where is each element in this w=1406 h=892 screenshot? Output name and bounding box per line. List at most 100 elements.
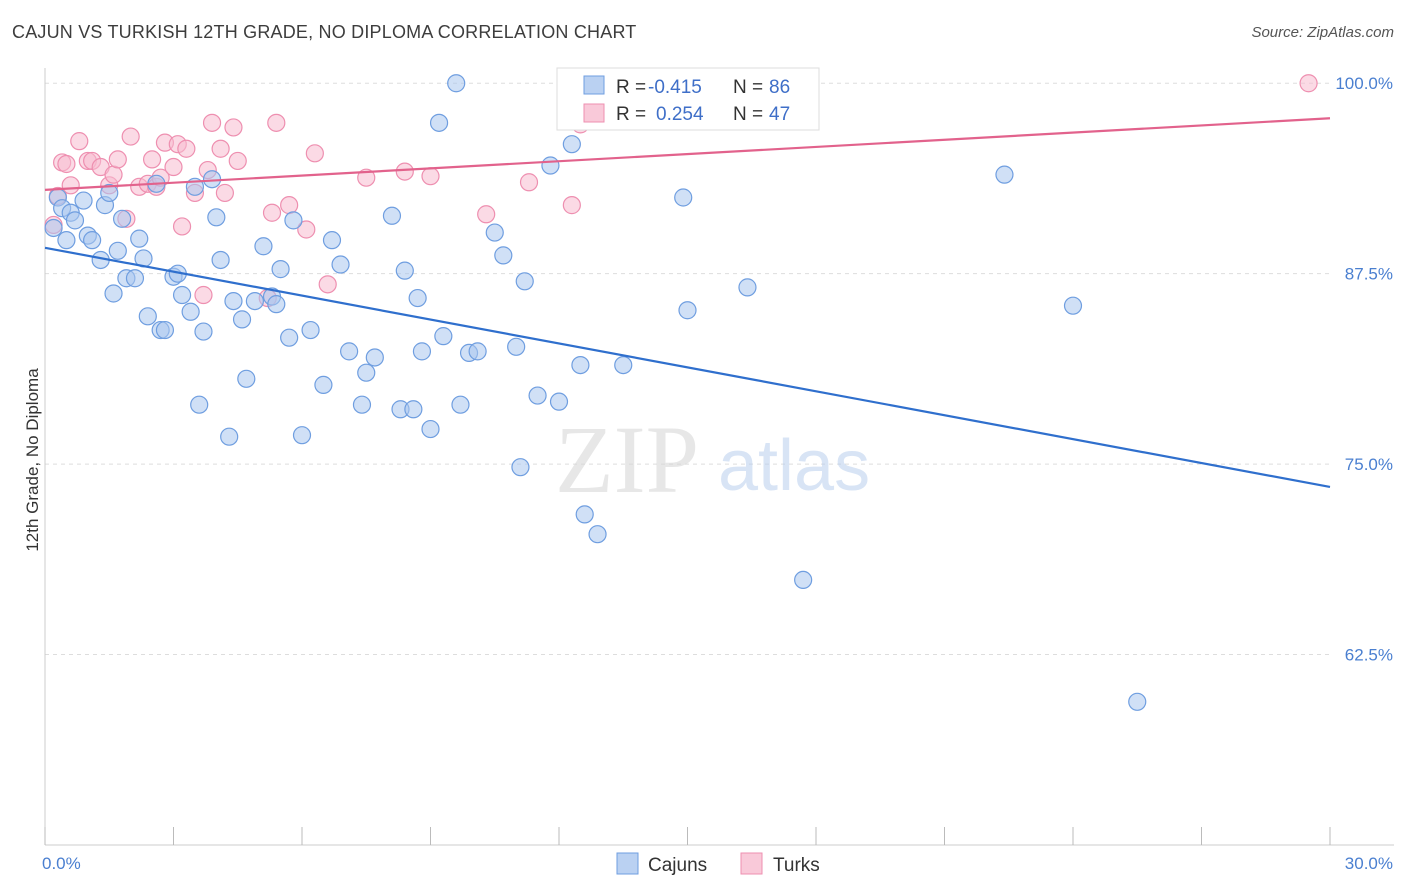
cajun-point-78 xyxy=(614,355,633,375)
bottom-legend-turks-label: Turks xyxy=(773,855,820,876)
y-tick-label-1: 75.0% xyxy=(1345,455,1393,474)
turk-point-20 xyxy=(164,157,183,177)
cajun-point-6 xyxy=(74,191,93,210)
cajun-point-35 xyxy=(232,310,252,329)
cajun-point-8 xyxy=(83,231,102,250)
cajun-point-74 xyxy=(562,135,581,154)
x-tick-label-0: 0.0% xyxy=(42,854,81,873)
cajun-point-41 xyxy=(271,260,290,279)
cajun-point-66 xyxy=(485,223,504,242)
turk-point-36 xyxy=(297,220,316,239)
cajun-point-71 xyxy=(528,386,547,405)
cajun-point-57 xyxy=(408,288,427,308)
source-label: Source: ZipAtlas.com xyxy=(1251,24,1394,41)
turk-point-39 xyxy=(357,168,376,187)
turk-point-44 xyxy=(562,196,581,215)
watermark-atlas: atlas xyxy=(718,426,870,506)
cajun-point-61 xyxy=(434,327,453,346)
turk-point-41 xyxy=(421,167,440,186)
turk-point-5 xyxy=(70,132,89,151)
cajun-point-32 xyxy=(211,250,230,270)
cajun-point-55 xyxy=(395,261,414,280)
turk-point-37 xyxy=(305,144,324,163)
cajun-point-33 xyxy=(220,427,239,446)
cajun-point-17 xyxy=(130,229,149,248)
bottom-legend: Cajuns Turks xyxy=(616,852,820,876)
cajun-point-72 xyxy=(541,156,560,175)
cajun-point-5 xyxy=(65,211,85,230)
chart-title: CAJUN VS TURKISH 12TH GRADE, NO DIPLOMA … xyxy=(12,22,637,42)
cajun-point-25 xyxy=(172,285,192,305)
turk-point-31 xyxy=(228,151,247,171)
turk-point-35 xyxy=(280,196,299,215)
turk-point-29 xyxy=(215,183,234,203)
cajun-point-43 xyxy=(284,211,303,230)
turk-point-42 xyxy=(477,205,496,224)
cajun-point-75 xyxy=(571,355,590,375)
cajun-point-14 xyxy=(112,209,132,228)
stats-legend-turk-r-value: 0.254 xyxy=(656,104,704,125)
cajun-point-40 xyxy=(267,295,286,314)
cajun-point-59 xyxy=(421,419,440,439)
cajun-point-0 xyxy=(44,218,63,238)
cajun-point-80 xyxy=(678,301,697,320)
stats-legend-turk-r-label: R = xyxy=(616,104,646,125)
bottom-legend-turks-swatch xyxy=(740,852,763,875)
tick-labels: 62.5% 75.0% 87.5% 100.0% 0.0% 30.0% xyxy=(42,74,1393,873)
cajun-point-37 xyxy=(245,292,264,311)
cajun-point-83 xyxy=(995,165,1014,184)
cajun-point-68 xyxy=(507,337,526,356)
cajun-point-73 xyxy=(549,392,569,411)
bottom-legend-cajuns-label: Cajuns xyxy=(648,855,707,876)
stats-legend-turk-swatch xyxy=(583,103,605,123)
cajun-point-70 xyxy=(515,272,534,291)
turk-point-16 xyxy=(142,150,162,169)
turk-point-25 xyxy=(194,285,213,305)
cajun-point-53 xyxy=(382,206,402,225)
x-tick-label-1: 30.0% xyxy=(1345,854,1393,873)
turk-point-34 xyxy=(267,113,286,132)
turk-point-38 xyxy=(318,275,337,294)
cajun-point-48 xyxy=(331,255,350,274)
cajun-point-67 xyxy=(494,246,513,265)
y-axis-label: 12th Grade, No Diploma xyxy=(23,368,42,552)
cajun-point-44 xyxy=(292,426,312,445)
cajun-point-16 xyxy=(125,269,145,288)
cajun-point-56 xyxy=(404,400,423,419)
cajun-point-26 xyxy=(181,302,200,321)
stats-legend-turk-n-label: N = xyxy=(733,104,763,125)
turk-point-10 xyxy=(104,165,123,184)
cajun-point-76 xyxy=(575,505,594,524)
cajun-point-47 xyxy=(322,231,342,250)
cajun-point-52 xyxy=(365,348,384,367)
turk-point-27 xyxy=(202,113,222,132)
turk-point-33 xyxy=(262,203,282,222)
cajun-point-46 xyxy=(314,375,333,394)
cajun-point-60 xyxy=(429,113,449,132)
stats-legend-cajun-r-value: -0.415 xyxy=(648,77,702,98)
turk-point-11 xyxy=(108,150,127,169)
turk-point-43 xyxy=(519,173,539,192)
cajun-point-38 xyxy=(254,237,273,256)
cajun-point-51 xyxy=(357,363,376,382)
cajun-point-3 xyxy=(57,231,76,250)
turk-point-23 xyxy=(177,139,196,158)
stats-legend-turk-n-value: 47 xyxy=(769,104,790,125)
stats-legend-cajun-n-label: N = xyxy=(733,77,763,98)
cajun-point-28 xyxy=(190,395,209,414)
cajun-point-13 xyxy=(108,241,127,260)
cajun-point-85 xyxy=(1128,692,1147,711)
turk-point-40 xyxy=(395,162,414,181)
cajun-point-11 xyxy=(100,183,119,203)
cajun-trend-line xyxy=(44,246,1331,489)
y-tick-label-3: 100.0% xyxy=(1335,74,1393,93)
cajun-point-58 xyxy=(412,342,432,361)
cajun-point-84 xyxy=(1063,296,1083,315)
cajun-point-31 xyxy=(207,208,226,227)
cajun-point-79 xyxy=(674,188,693,207)
axes xyxy=(44,68,1394,846)
y-tick-label-2: 87.5% xyxy=(1345,265,1393,284)
cajun-point-22 xyxy=(155,320,175,340)
stats-legend: R = -0.415 N = 86 R = 0.254 N = 47 xyxy=(556,67,820,131)
